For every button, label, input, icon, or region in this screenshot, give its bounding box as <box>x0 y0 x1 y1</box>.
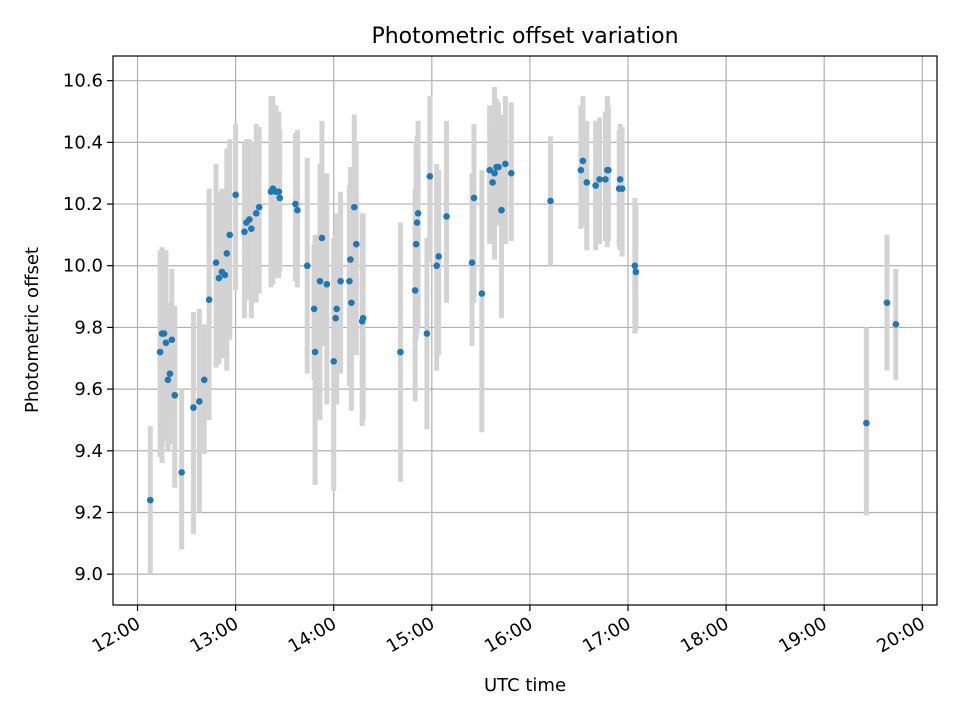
y-tick-label: 10.6 <box>63 71 103 92</box>
grid-lines <box>113 56 937 605</box>
data-point <box>631 262 639 270</box>
data-point <box>632 268 640 276</box>
data-point <box>221 271 229 279</box>
data-point <box>433 262 441 270</box>
data-point <box>160 330 168 337</box>
data-point <box>602 176 609 183</box>
data-point <box>294 206 301 214</box>
y-tick-label: 10.0 <box>63 256 103 277</box>
data-point <box>470 194 478 202</box>
plot-frame <box>112 55 938 606</box>
data-point <box>495 163 502 171</box>
data-point <box>883 299 891 307</box>
y-tick-label: 9.8 <box>74 317 103 338</box>
data-point <box>412 240 420 248</box>
data-point <box>323 280 331 288</box>
data-point <box>491 169 498 177</box>
y-axis-label: Photometric offset <box>22 247 43 413</box>
data-point <box>215 274 223 282</box>
data-point <box>232 191 239 199</box>
data-point <box>252 209 260 217</box>
data-point <box>190 404 197 411</box>
y-tick-label: 9.2 <box>74 502 103 523</box>
data-point <box>346 277 353 285</box>
data-point <box>616 176 624 183</box>
data-point <box>577 166 585 174</box>
data-point <box>502 160 509 168</box>
data-point <box>166 370 174 377</box>
data-point <box>171 391 179 399</box>
data-point <box>311 348 319 356</box>
data-point <box>241 228 248 236</box>
data-point <box>275 188 283 196</box>
data-point <box>164 376 172 384</box>
data-point <box>359 314 367 322</box>
y-tick-label: 9.0 <box>74 564 103 585</box>
y-tick-label: 9.6 <box>74 379 103 400</box>
data-point <box>332 314 339 322</box>
x-axis-label: UTC time <box>484 675 566 696</box>
data-point <box>226 231 234 239</box>
data-point <box>579 157 587 165</box>
data-points <box>146 157 900 504</box>
data-point <box>423 330 431 337</box>
data-point <box>605 166 612 174</box>
data-point <box>397 348 404 356</box>
data-point <box>583 179 591 186</box>
data-point <box>352 240 360 248</box>
y-tick-label: 10.2 <box>63 194 103 215</box>
chart-title: Photometric offset variation <box>371 24 678 49</box>
data-point <box>212 259 220 266</box>
y-axis-ticks: 9.0 9.2 9.4 9.6 9.8 10.0 10.2 10.4 10.6 <box>63 71 113 585</box>
data-point <box>178 469 185 476</box>
data-point <box>435 253 442 260</box>
data-point <box>507 169 515 177</box>
data-point <box>168 336 176 344</box>
data-point <box>351 203 358 211</box>
data-point <box>303 262 311 270</box>
data-point <box>248 225 255 233</box>
data-point <box>223 250 231 257</box>
data-point <box>330 358 338 365</box>
data-point <box>255 203 263 211</box>
data-point <box>618 185 626 192</box>
data-point <box>146 496 154 504</box>
data-point <box>486 166 493 174</box>
data-point <box>246 216 253 223</box>
data-point <box>333 305 340 313</box>
data-point <box>443 213 450 220</box>
data-point <box>276 194 284 202</box>
data-point <box>337 277 344 285</box>
data-point <box>489 179 496 186</box>
data-point <box>478 290 486 297</box>
data-point <box>426 172 434 180</box>
data-point <box>413 219 421 226</box>
data-point <box>468 259 476 266</box>
data-point <box>162 339 170 347</box>
data-point <box>205 296 213 303</box>
data-point <box>411 287 419 294</box>
data-point <box>592 182 599 189</box>
data-point <box>318 234 326 242</box>
data-point <box>156 348 164 356</box>
data-point <box>547 197 554 205</box>
data-point <box>892 321 900 328</box>
data-point <box>596 176 603 183</box>
data-point <box>310 305 318 313</box>
data-point <box>316 277 324 285</box>
data-point <box>414 209 422 217</box>
data-point <box>347 256 354 263</box>
y-tick-label: 10.4 <box>63 132 103 153</box>
data-point <box>196 398 203 405</box>
data-point <box>498 206 505 214</box>
data-point <box>200 376 208 384</box>
data-point <box>292 200 299 208</box>
y-tick-label: 9.4 <box>74 441 103 462</box>
data-point <box>348 299 355 307</box>
data-point <box>863 419 870 427</box>
